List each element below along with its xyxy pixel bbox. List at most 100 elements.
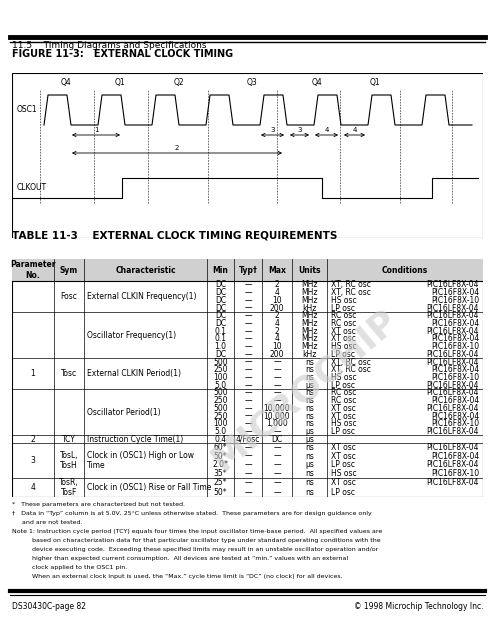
Text: —: — [244,427,252,436]
Text: DS30430C-page 82: DS30430C-page 82 [12,602,86,611]
Text: PIC16F8X-04: PIC16F8X-04 [431,334,479,343]
Text: —: — [244,288,252,297]
Text: CLKOUT: CLKOUT [17,184,47,193]
Text: 50*: 50* [214,488,227,497]
Text: —: — [244,478,252,487]
Text: PIC16LF8X-04: PIC16LF8X-04 [427,427,479,436]
Text: —: — [273,365,281,374]
Text: PIC16LF8X-04: PIC16LF8X-04 [427,326,479,335]
Text: PIC16LF8X-04: PIC16LF8X-04 [427,350,479,359]
Text: ns: ns [305,396,314,405]
Text: 4: 4 [324,127,329,133]
Text: 0.1: 0.1 [214,334,227,343]
Text: kHz: kHz [302,303,317,312]
Text: 250: 250 [213,396,228,405]
Text: MHz: MHz [301,334,318,343]
Text: kHz: kHz [302,350,317,359]
Text: Clock in (OSC1) Rise or Fall Time: Clock in (OSC1) Rise or Fall Time [87,483,211,492]
Text: —: — [244,488,252,497]
Text: —: — [244,311,252,320]
Text: PIC16F8X-10: PIC16F8X-10 [431,469,479,478]
Text: 200: 200 [270,303,284,312]
Text: FIGURE 11-3:   EXTERNAL CLOCK TIMING: FIGURE 11-3: EXTERNAL CLOCK TIMING [12,49,233,59]
Text: 2: 2 [31,435,35,444]
Text: PIC16F8X-04: PIC16F8X-04 [431,451,479,461]
Text: ns: ns [305,488,314,497]
Text: TABLE 11-3    EXTERNAL CLOCK TIMING REQUIREMENTS: TABLE 11-3 EXTERNAL CLOCK TIMING REQUIRE… [12,231,338,241]
Text: Fosc: Fosc [60,292,77,301]
Text: MICROCHIP: MICROCHIP [204,303,403,477]
Text: 4: 4 [275,334,280,343]
Text: PIC16F8X-04: PIC16F8X-04 [431,288,479,297]
Text: 4: 4 [275,319,280,328]
Text: —: — [244,443,252,452]
Text: PIC16LF8X-04: PIC16LF8X-04 [427,404,479,413]
Text: ns: ns [305,373,314,382]
Text: When an external clock input is used, the “Max.” cycle time limit is “DC” (no cl: When an external clock input is used, th… [12,573,343,579]
Text: LP osc: LP osc [331,460,355,469]
Text: DC: DC [215,311,226,320]
Text: DC: DC [215,303,226,312]
Text: PIC16LF8X-04: PIC16LF8X-04 [427,358,479,367]
Text: *   These parameters are characterized but not tested.: * These parameters are characterized but… [12,502,185,507]
Text: —: — [244,396,252,405]
Text: PIC16LF8X-04: PIC16LF8X-04 [427,388,479,397]
Text: HS osc: HS osc [331,419,356,428]
Text: PIC16F8X-10: PIC16F8X-10 [431,373,479,382]
Text: 2: 2 [175,145,179,151]
Text: Characteristic: Characteristic [115,266,176,275]
Text: —: — [244,460,252,469]
Text: —: — [244,388,252,397]
Text: RC osc: RC osc [331,396,356,405]
Text: 100: 100 [213,373,228,382]
Text: —: — [244,296,252,305]
Text: µs: µs [305,427,314,436]
Text: †   Data in “Typ” column is at 5.0V, 25°C unless otherwise stated.  These parame: † Data in “Typ” column is at 5.0V, 25°C … [12,511,372,516]
Text: 4/Fosc: 4/Fosc [236,435,260,444]
Text: ns: ns [305,451,314,461]
Text: ns: ns [305,365,314,374]
Text: Q4: Q4 [60,79,71,88]
Text: 3: 3 [297,127,302,133]
Text: External CLKIN Frequency(1): External CLKIN Frequency(1) [87,292,197,301]
Text: ns: ns [305,404,314,413]
Text: ns: ns [305,419,314,428]
Text: ns: ns [305,478,314,487]
Text: —: — [244,342,252,351]
Text: Clock in (OSC1) High or Low
Time: Clock in (OSC1) High or Low Time [87,451,194,470]
Text: —: — [244,419,252,428]
Text: and are not tested.: and are not tested. [12,520,83,525]
Text: TCY: TCY [62,435,76,444]
Text: 1,000: 1,000 [266,419,288,428]
Text: 2: 2 [275,311,279,320]
Text: Q4: Q4 [312,79,322,88]
Text: —: — [244,451,252,461]
Text: Min: Min [212,266,228,275]
Text: XT osc: XT osc [331,478,356,487]
Text: RC osc: RC osc [331,311,356,320]
Text: based on characterization data for that particular oscillator type under standar: based on characterization data for that … [12,538,381,543]
Text: 10,000: 10,000 [264,404,290,413]
Text: LP osc: LP osc [331,303,355,312]
Text: MHz: MHz [301,326,318,335]
Text: Max: Max [268,266,286,275]
Text: µs: µs [305,435,314,444]
Text: Q2: Q2 [174,79,184,88]
Text: MHz: MHz [301,319,318,328]
Text: XT, RC osc: XT, RC osc [331,358,371,367]
Text: Tosc: Tosc [61,369,77,378]
Text: 200: 200 [270,350,284,359]
Text: µs: µs [305,381,314,390]
Text: DC: DC [215,280,226,289]
Text: 0.1: 0.1 [214,326,227,335]
Text: 4: 4 [31,483,36,492]
Text: 1.0: 1.0 [214,342,227,351]
Text: TosR,
TosF: TosR, TosF [59,477,79,497]
Text: 500: 500 [213,358,228,367]
Text: MHz: MHz [301,296,318,305]
Text: External CLKIN Period(1): External CLKIN Period(1) [87,369,181,378]
Text: 25*: 25* [214,478,227,487]
Text: PIC16LF8X-04: PIC16LF8X-04 [427,460,479,469]
Text: RC osc: RC osc [331,319,356,328]
Text: DC: DC [215,288,226,297]
